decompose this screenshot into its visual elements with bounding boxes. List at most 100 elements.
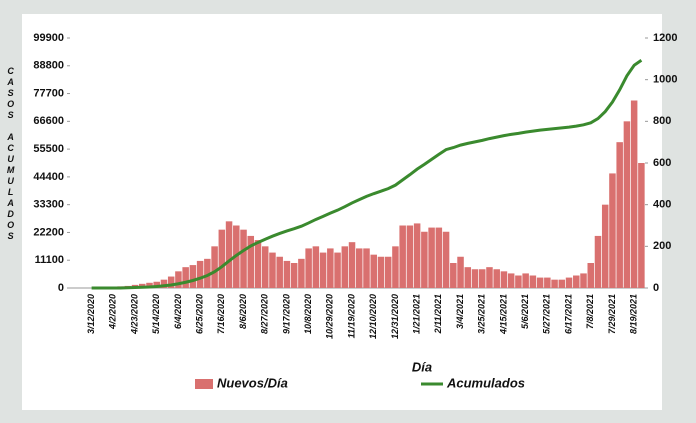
bar [551,279,558,288]
bar [196,260,204,288]
y2-tick-label: 400 [653,199,671,211]
bar [254,240,262,288]
x-tick-label: 10/29/2020 [325,294,335,339]
bar [247,235,255,288]
y-tick-label: 11100 [35,254,64,266]
bar [630,100,638,288]
y-axis-title: CASOS ACUMULADOS [6,66,16,242]
bar [478,269,486,288]
bar [544,277,551,288]
y-tick-label: 88800 [33,60,64,72]
line [91,59,643,290]
bar [225,221,233,288]
y-tick-label: 0 [58,282,64,294]
bar [406,225,414,288]
bar [601,204,609,288]
bar [558,279,566,288]
bar [370,254,377,288]
bar [435,227,443,288]
bar [204,258,211,288]
bar [413,223,421,288]
bar [500,271,508,288]
bar [428,227,435,288]
bar [450,263,457,288]
bar [261,246,269,288]
bar [493,269,500,288]
bar [587,263,595,288]
bar [240,229,247,288]
legend-swatch [195,379,213,389]
x-tick-label: 10/8/2020 [303,294,313,334]
x-tick-label: 6/4/2020 [173,294,183,329]
x-tick-label: 3/25/2021 [477,294,487,334]
card [22,14,662,410]
bar [334,252,341,288]
bar [565,277,573,288]
bar [167,276,175,288]
x-tick-label: 8/6/2020 [238,294,248,329]
bar [327,248,334,288]
bar [515,275,522,288]
y2-tick-label: 800 [653,115,671,127]
x-tick-label: 7/16/2020 [216,294,226,334]
bar [175,271,182,288]
y-tick-label: 77700 [33,87,64,99]
y-tick-label: 44400 [33,171,64,183]
x-tick-label: 5/27/2021 [542,294,552,334]
x-tick-label: 5/14/2020 [151,294,161,334]
bar [522,273,529,288]
bar [616,142,623,288]
bar [283,260,291,288]
bar [341,246,349,288]
bar [356,248,363,288]
legend-label: Nuevos/Día [217,375,288,390]
bar [399,225,406,288]
bar [298,258,305,288]
bar [276,256,283,288]
bar [609,173,616,288]
y2-tick-label: 1200 [653,32,677,44]
bar [211,246,218,288]
x-tick-label: 4/2/2020 [108,294,118,330]
x-tick-label: 3/4/2021 [455,294,465,329]
bar [146,282,153,288]
bar [580,273,587,288]
bar [348,242,356,288]
bar [392,246,399,288]
bar [573,275,580,288]
bar [377,256,385,288]
bar [363,248,370,288]
x-tick-label: 6/17/2021 [563,294,573,334]
y-tick-label: 22200 [33,226,64,238]
bar [464,267,472,288]
bar [471,269,479,288]
x-tick-label: 1/21/2021 [412,294,422,334]
bar [421,231,428,288]
bar [160,279,168,288]
x-tick-label: 11/19/2020 [346,294,356,338]
bar [319,252,327,288]
bar [536,277,544,288]
bar [384,256,392,288]
x-tick-label: 8/19/2021 [629,294,639,334]
y-tick-label: 66600 [33,115,64,127]
y2-tick-label: 0 [653,282,659,294]
x-tick-label: 7/8/2021 [585,294,595,329]
bar [594,235,602,288]
y-tick-label: 33300 [33,199,64,211]
bar [305,248,312,288]
y-tick-label: 55500 [33,143,64,155]
x-tick-label: 6/25/2020 [194,294,204,334]
y2-tick-label: 200 [653,240,671,252]
bar [290,263,298,288]
bar [457,256,464,288]
x-axis-title: Día [412,359,432,374]
bar [218,229,226,288]
bar [529,275,537,288]
bar [269,252,276,288]
y2-tick-label: 1000 [653,74,677,86]
x-tick-label: 2/11/2021 [433,294,443,334]
bar [312,246,320,288]
x-tick-label: 5/6/2021 [520,294,530,329]
